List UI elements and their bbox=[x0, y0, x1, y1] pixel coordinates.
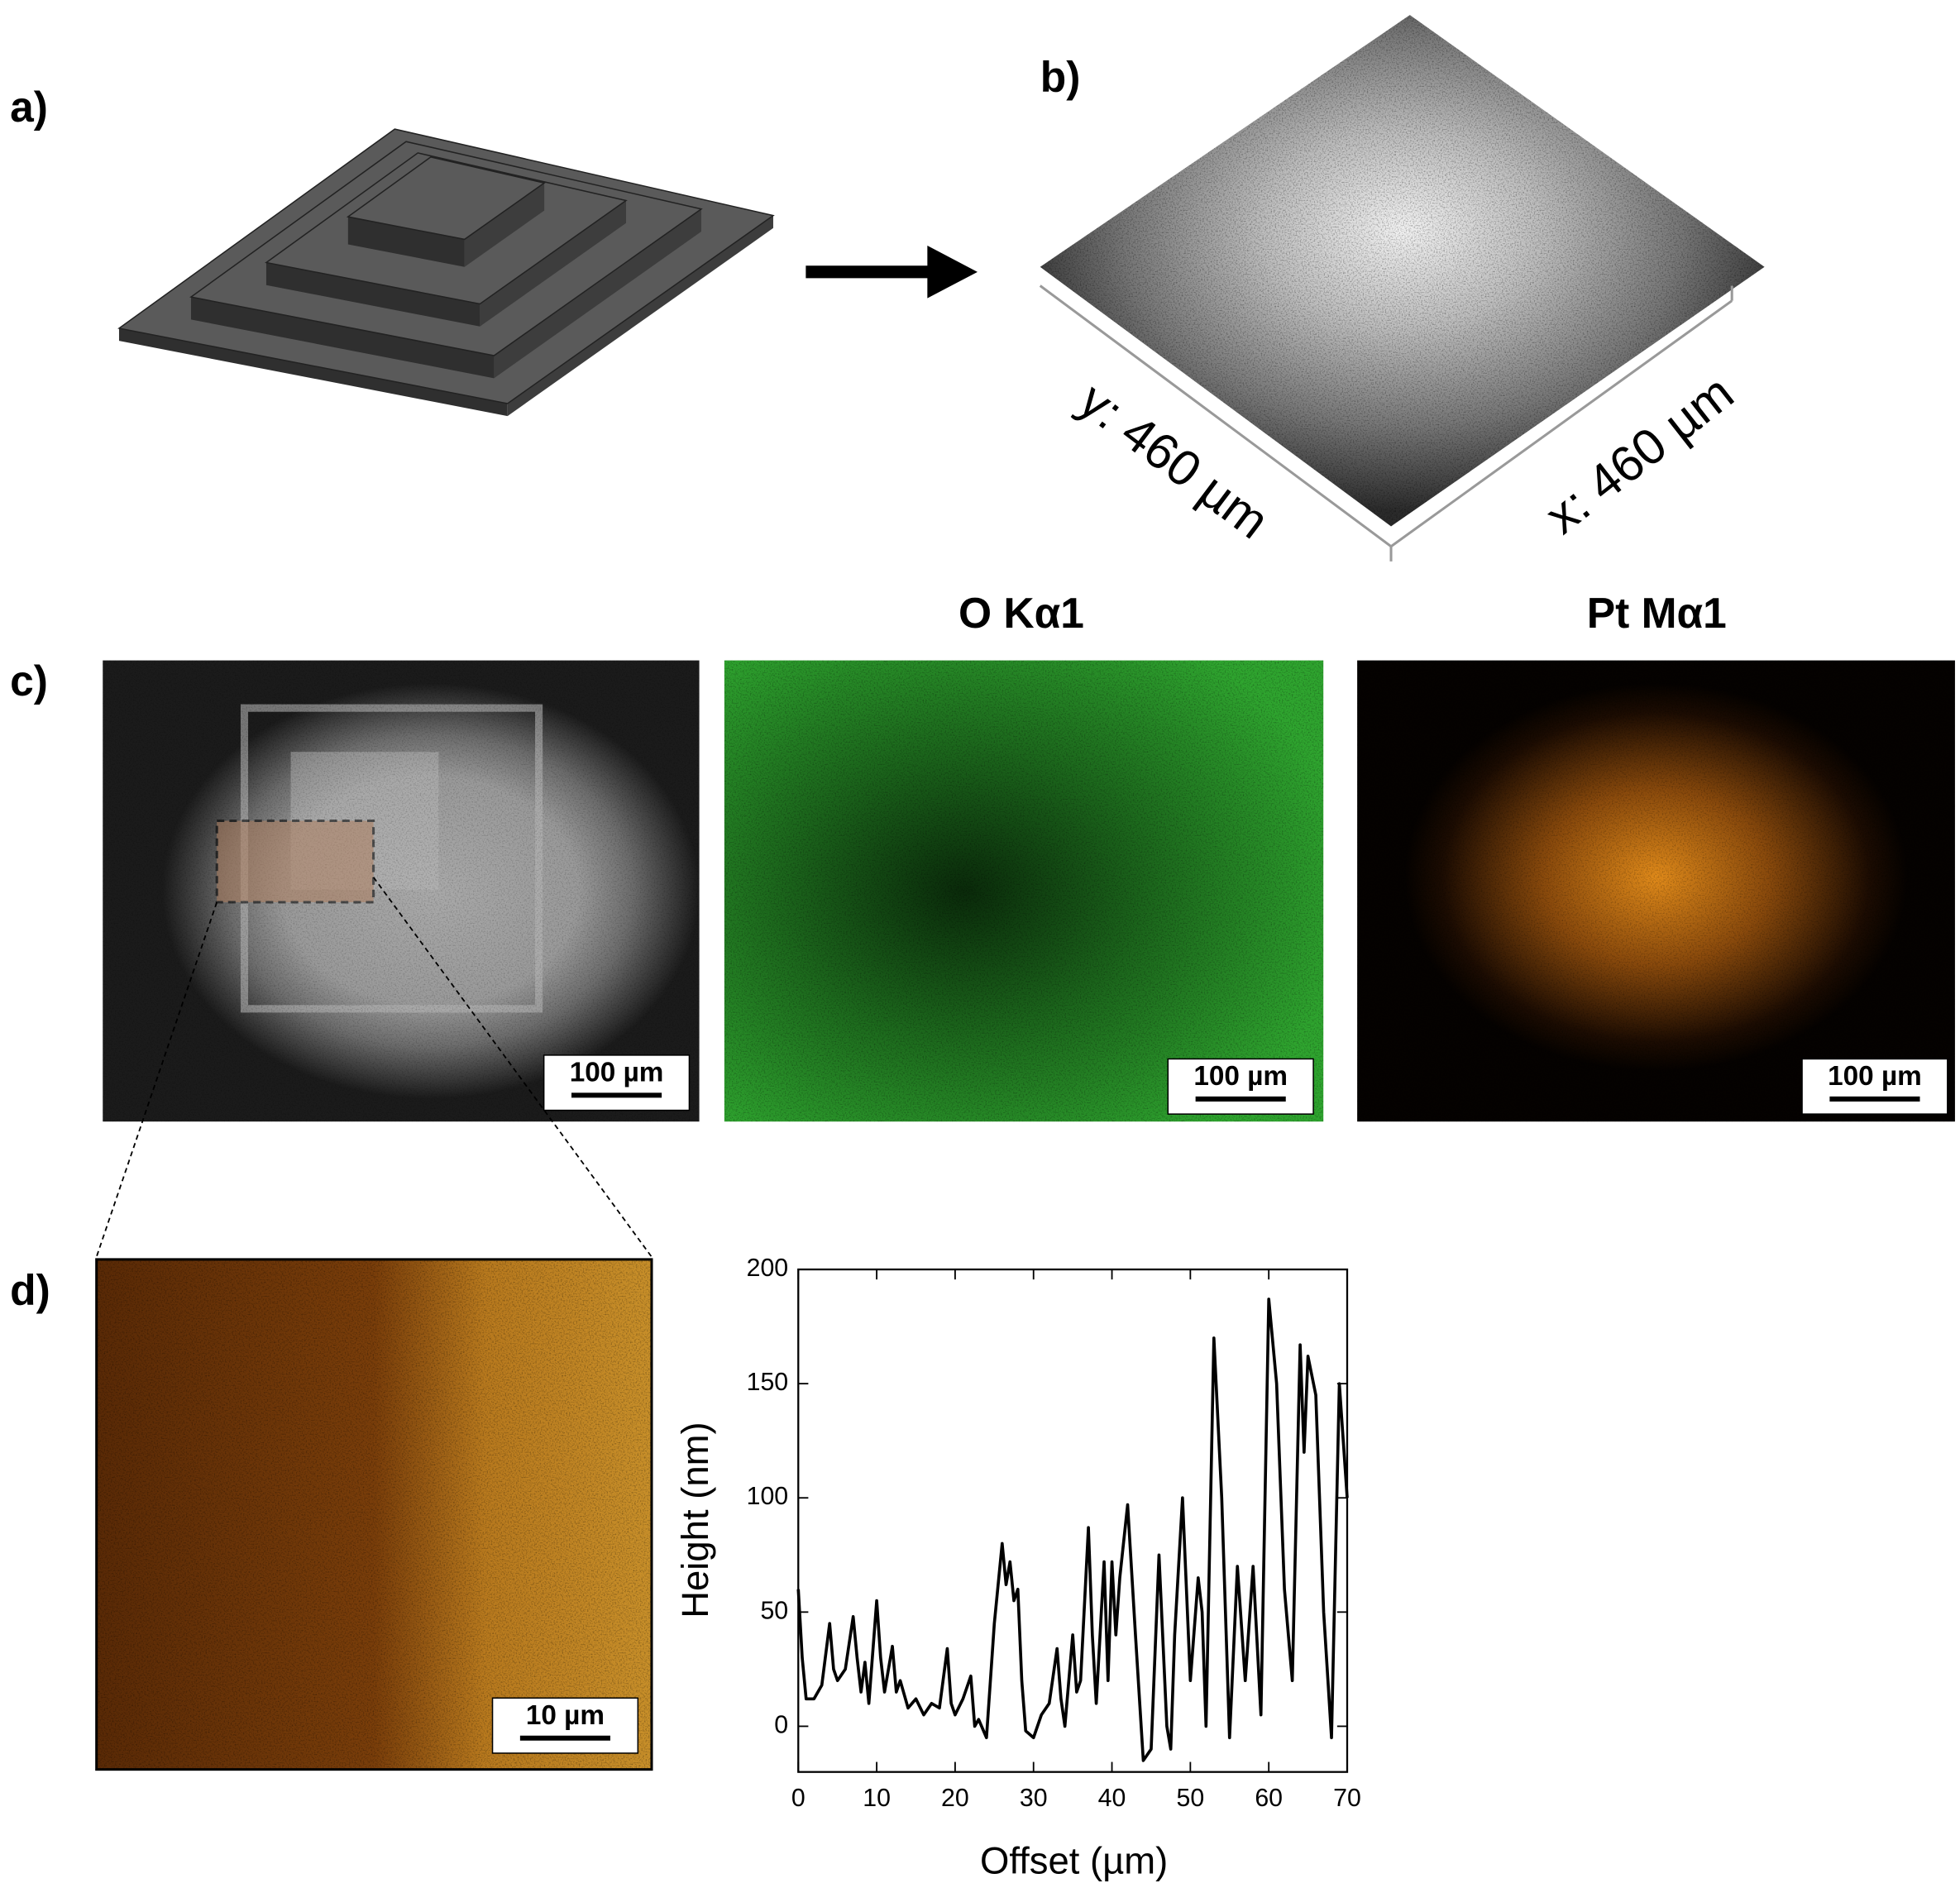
afm-image bbox=[95, 1258, 653, 1771]
y-tick-label: 200 bbox=[747, 1255, 789, 1282]
x-tick-label: 20 bbox=[941, 1785, 969, 1812]
pyramid-side bbox=[464, 183, 545, 267]
y-axis-label: Height (nm) bbox=[674, 1422, 716, 1618]
pyramid-side bbox=[118, 328, 508, 417]
x-tick-label: 70 bbox=[1333, 1785, 1361, 1812]
pyramid-side bbox=[190, 297, 495, 379]
scale-bar-box bbox=[543, 1054, 691, 1111]
pyramid-side bbox=[265, 262, 480, 327]
x-tick-label: 60 bbox=[1255, 1785, 1283, 1812]
y-tick-label: 150 bbox=[747, 1369, 789, 1396]
pt-map bbox=[1357, 660, 1955, 1122]
scale-bar-label: 10 µm bbox=[526, 1700, 605, 1731]
scale-bar-label: 100 µm bbox=[1828, 1061, 1922, 1092]
y-tick-label: 0 bbox=[774, 1711, 788, 1738]
line-chart: 0 10 20 30 40 50 60 70 0 50 100 150 200 bbox=[747, 1255, 1361, 1812]
panel-label: b) bbox=[1040, 53, 1081, 101]
x-tick-label: 50 bbox=[1177, 1785, 1205, 1812]
arrow-head bbox=[927, 246, 978, 299]
o-map bbox=[724, 660, 1324, 1122]
x-tick-label: 0 bbox=[791, 1785, 806, 1812]
x-tick-label: 30 bbox=[1020, 1785, 1048, 1812]
x-tick-label: 10 bbox=[863, 1785, 891, 1812]
map-title: Pt Mα1 bbox=[1587, 589, 1727, 637]
map-title: O Kα1 bbox=[958, 589, 1084, 637]
pyramid-side bbox=[494, 208, 701, 379]
pyramid-model bbox=[117, 128, 775, 417]
scale-bar-label: 100 µm bbox=[570, 1057, 664, 1087]
plot-frame bbox=[797, 1268, 1349, 1773]
scale-bar-box bbox=[491, 1697, 639, 1754]
data-line bbox=[796, 1298, 1349, 1762]
panel-label: a) bbox=[10, 83, 48, 131]
panel-label: d) bbox=[10, 1265, 50, 1313]
y-tick-label: 100 bbox=[747, 1483, 789, 1510]
scale-bar-box bbox=[1801, 1058, 1948, 1115]
pyramid-side bbox=[507, 215, 773, 417]
y-tick-label: 50 bbox=[760, 1597, 788, 1624]
panel-label: c) bbox=[10, 657, 48, 705]
sem-image bbox=[103, 660, 700, 1122]
x-axis-label: Offset (µm) bbox=[980, 1839, 1168, 1881]
scale-bar-box bbox=[1167, 1058, 1314, 1115]
zoom-line bbox=[95, 901, 218, 1258]
pyramid-side bbox=[347, 217, 465, 267]
pyramid-side bbox=[480, 200, 626, 327]
x-tick-label: 40 bbox=[1098, 1785, 1126, 1812]
pyramid-top bbox=[346, 156, 546, 241]
scale-bar-label: 100 µm bbox=[1193, 1061, 1288, 1092]
height-map-3d bbox=[1039, 15, 1765, 562]
